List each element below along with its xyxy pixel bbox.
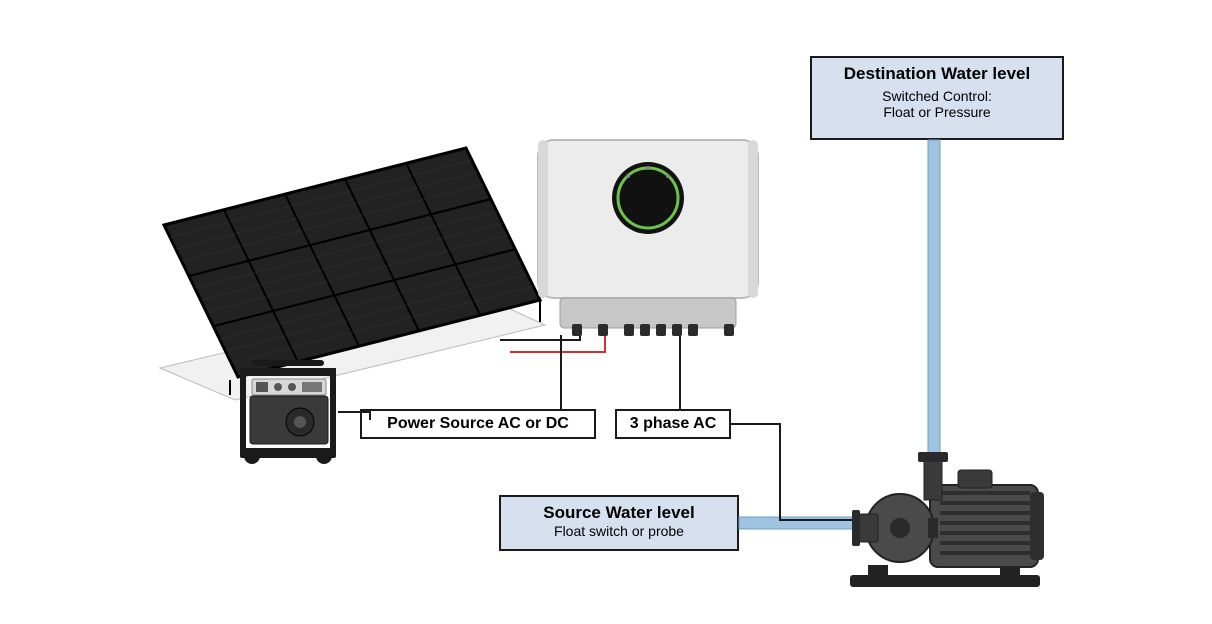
pump-icon — [850, 452, 1044, 587]
power-source-box: Power Source AC or DC — [360, 409, 596, 439]
pipe-source-to-pump — [739, 517, 869, 529]
destination-box: Destination Water level Switched Control… — [810, 56, 1064, 140]
destination-title: Destination Water level — [820, 64, 1054, 84]
solar-panel-icon — [160, 148, 545, 400]
generator-icon — [240, 360, 336, 464]
inverter-icon — [538, 140, 758, 336]
pipe-vertical — [928, 140, 940, 462]
wire-panel-black — [500, 330, 580, 340]
wire-panel-red — [510, 330, 605, 352]
source-water-title: Source Water level — [509, 503, 729, 523]
source-water-box: Source Water level Float switch or probe — [499, 495, 739, 551]
destination-line2: Switched Control: — [820, 88, 1054, 104]
three-phase-title: 3 phase AC — [630, 415, 717, 433]
power-source-title: Power Source AC or DC — [387, 415, 569, 433]
wire-3ph-to-pump — [731, 424, 862, 520]
destination-line3: Float or Pressure — [820, 104, 1054, 120]
three-phase-box: 3 phase AC — [615, 409, 731, 439]
inverter-display-label: 888 — [622, 190, 674, 206]
source-water-line2: Float switch or probe — [509, 523, 729, 539]
